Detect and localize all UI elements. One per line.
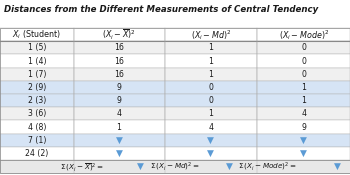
Text: ▼: ▼ [300, 136, 307, 145]
Bar [0, 28, 350, 173]
Text: 0: 0 [209, 83, 213, 92]
Bar [257, 81, 350, 94]
Text: 9: 9 [301, 122, 306, 132]
Bar [257, 68, 350, 81]
Bar [257, 54, 350, 68]
Text: 1: 1 [117, 122, 121, 132]
Bar [0, 41, 74, 54]
Text: Distances from the Different Measurements of Central Tendency: Distances from the Different Measurement… [4, 5, 318, 14]
Text: ▼: ▼ [116, 149, 122, 158]
Text: 4: 4 [117, 109, 121, 118]
Bar [0, 94, 74, 107]
Bar [0, 147, 74, 160]
Bar [164, 68, 257, 81]
Bar [257, 107, 350, 120]
Text: 4: 4 [208, 122, 214, 132]
Bar [164, 120, 257, 134]
Text: 0: 0 [301, 70, 306, 79]
Bar [0, 81, 74, 94]
Text: 2 (3): 2 (3) [28, 96, 46, 105]
Bar [164, 134, 257, 147]
Bar [257, 134, 350, 147]
Text: 0: 0 [301, 57, 306, 65]
Bar [74, 94, 164, 107]
Bar [164, 94, 257, 107]
Bar [0, 134, 74, 147]
Text: $\Sigma\,(X_i - Md)^2 =$: $\Sigma\,(X_i - Md)^2 =$ [150, 160, 200, 173]
Bar [0, 107, 74, 120]
Text: $(X_i - Md)^2$: $(X_i - Md)^2$ [191, 28, 231, 41]
Text: ▼: ▼ [300, 149, 307, 158]
Text: $\Sigma\,(X_i - Mode)^2 =$: $\Sigma\,(X_i - Mode)^2 =$ [238, 160, 297, 173]
Text: ▼: ▼ [136, 162, 144, 171]
Bar [257, 28, 350, 41]
Bar [0, 28, 74, 41]
Bar [74, 28, 164, 41]
Bar [164, 147, 257, 160]
Text: 3 (6): 3 (6) [28, 109, 46, 118]
Bar [74, 134, 164, 147]
Text: ▼: ▼ [226, 162, 233, 171]
Text: 1 (4): 1 (4) [28, 57, 46, 65]
Bar [257, 41, 350, 54]
Text: 7 (1): 7 (1) [28, 136, 46, 145]
Text: 4: 4 [301, 109, 306, 118]
Bar [74, 81, 164, 94]
Bar [257, 147, 350, 160]
Bar [74, 54, 164, 68]
Text: $\Sigma\,(X_i - \overline{X})^2 =$: $\Sigma\,(X_i - \overline{X})^2 =$ [60, 161, 104, 173]
Text: 9: 9 [117, 83, 121, 92]
Text: 1: 1 [208, 43, 214, 52]
Bar [74, 68, 164, 81]
Text: ▼: ▼ [334, 162, 341, 171]
Text: 1 (7): 1 (7) [28, 70, 46, 79]
Bar [164, 54, 257, 68]
Text: 16: 16 [114, 70, 124, 79]
Bar [74, 41, 164, 54]
Text: 4 (8): 4 (8) [28, 122, 46, 132]
Text: 1: 1 [208, 57, 214, 65]
Text: $X_i$ (Student): $X_i$ (Student) [12, 28, 61, 41]
Text: 2 (9): 2 (9) [28, 83, 46, 92]
Bar [74, 107, 164, 120]
Text: 0: 0 [209, 96, 213, 105]
Bar [257, 120, 350, 134]
Text: 1: 1 [301, 96, 306, 105]
Text: ▼: ▼ [208, 149, 214, 158]
Bar [164, 107, 257, 120]
Bar [0, 68, 74, 81]
Bar [164, 81, 257, 94]
Text: ▼: ▼ [116, 136, 122, 145]
Bar [0, 160, 350, 173]
Text: 16: 16 [114, 57, 124, 65]
Text: 1: 1 [301, 83, 306, 92]
Text: $(X_i - Mode)^2$: $(X_i - Mode)^2$ [279, 28, 329, 41]
Text: 0: 0 [301, 43, 306, 52]
Text: 1 (5): 1 (5) [28, 43, 46, 52]
Bar [74, 147, 164, 160]
Bar [164, 28, 257, 41]
Bar [257, 94, 350, 107]
Text: 1: 1 [208, 70, 214, 79]
Text: ▼: ▼ [208, 136, 214, 145]
Text: 16: 16 [114, 43, 124, 52]
Text: 1: 1 [208, 109, 214, 118]
Text: $(X_i - \overline{X})^2$: $(X_i - \overline{X})^2$ [102, 27, 136, 42]
Bar [0, 120, 74, 134]
Text: 24 (2): 24 (2) [25, 149, 48, 158]
Text: 9: 9 [117, 96, 121, 105]
Bar [74, 120, 164, 134]
Bar [164, 41, 257, 54]
Bar [0, 54, 74, 68]
